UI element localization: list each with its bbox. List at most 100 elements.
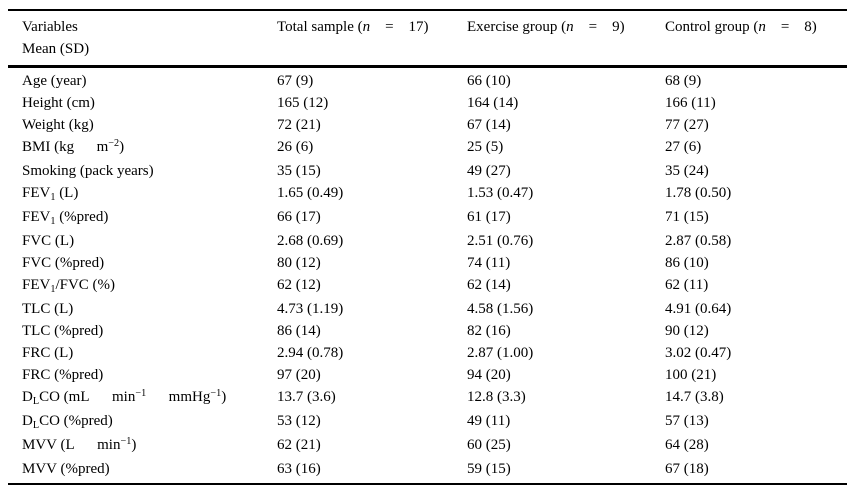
cell-exercise-group: 74 (11)	[467, 255, 511, 271]
table-row: FEV1 (%pred) 66 (17) 61 (17) 71 (15)	[8, 206, 847, 230]
row-label: FRC (%pred)	[22, 367, 104, 383]
cell-total-sample: 13.7 (3.6)	[277, 389, 336, 405]
cell-exercise-group: 61 (17)	[467, 209, 511, 225]
cell-total-sample: 35 (15)	[277, 163, 321, 179]
cell-control-group: 35 (24)	[665, 163, 709, 179]
row-label: FEV1 (%pred)	[22, 209, 109, 228]
cell-total-sample: 26 (6)	[277, 139, 314, 155]
cell-exercise-group: 94 (20)	[467, 367, 511, 383]
cell-total-sample: 63 (16)	[277, 461, 321, 477]
table-row: Smoking (pack years) 35 (15) 49 (27) 35 (24…	[8, 160, 847, 182]
cell-control-group: 86 (10)	[665, 255, 709, 271]
cell-exercise-group: 82 (16)	[467, 323, 511, 339]
row-label: MVV (L min−1)	[22, 436, 137, 453]
header-control-group: Control group (n = 8)	[665, 19, 817, 35]
cell-control-group: 3.02 (0.47)	[665, 345, 732, 361]
cell-exercise-group: 164 (14)	[467, 95, 519, 111]
cell-total-sample: 66 (17)	[277, 209, 321, 225]
table-row: FVC (L) 2.68 (0.69) 2.51 (0.76) 2.87 (0.58)	[8, 230, 847, 252]
table-row: TLC (%pred) 86 (14) 82 (16) 90 (12)	[8, 320, 847, 342]
row-label: Smoking (pack years)	[22, 163, 154, 179]
table-row: Height (cm) 165 (12) 164 (14) 166 (11)	[8, 92, 847, 114]
cell-exercise-group: 25 (5)	[467, 139, 504, 155]
cell-exercise-group: 49 (11)	[467, 413, 511, 429]
cell-total-sample: 2.68 (0.69)	[277, 233, 344, 249]
table-header: Variables Mean (SD) Total sample (n = 17…	[8, 11, 847, 68]
cell-control-group: 27 (6)	[665, 139, 702, 155]
table-row: FRC (%pred) 97 (20) 94 (20) 100 (21)	[8, 364, 847, 386]
cell-exercise-group: 2.51 (0.76)	[467, 233, 534, 249]
row-label: Height (cm)	[22, 95, 95, 111]
cell-control-group: 57 (13)	[665, 413, 709, 429]
row-label: TLC (%pred)	[22, 323, 104, 339]
row-label: DLCO (mL min−1 mmHg−1)	[22, 388, 227, 408]
cell-control-group: 14.7 (3.8)	[665, 389, 724, 405]
cell-control-group: 100 (21)	[665, 367, 717, 383]
row-label: Age (year)	[22, 73, 87, 89]
cell-total-sample: 62 (21)	[277, 437, 321, 453]
row-label: BMI (kg m−2)	[22, 138, 125, 155]
table-row: Weight (kg) 72 (21) 67 (14) 77 (27)	[8, 114, 847, 136]
cell-control-group: 62 (11)	[665, 277, 709, 293]
table-row: DLCO (mL min−1 mmHg−1) 13.7 (3.6) 12.8 (3.…	[8, 386, 847, 410]
row-label: FVC (%pred)	[22, 255, 105, 271]
table-row: FRC (L) 2.94 (0.78) 2.87 (1.00) 3.02 (0.47)	[8, 342, 847, 364]
cell-total-sample: 72 (21)	[277, 117, 321, 133]
cell-control-group: 2.87 (0.58)	[665, 233, 732, 249]
cell-exercise-group: 66 (10)	[467, 73, 511, 89]
cell-control-group: 71 (15)	[665, 209, 709, 225]
table-row: FVC (%pred) 80 (12) 74 (11) 86 (10)	[8, 252, 847, 274]
table-row: Age (year) 67 (9) 66 (10) 68 (9)	[8, 70, 847, 92]
cell-exercise-group: 2.87 (1.00)	[467, 345, 534, 361]
cell-control-group: 77 (27)	[665, 117, 709, 133]
cell-total-sample: 4.73 (1.19)	[277, 301, 344, 317]
table-row: BMI (kg m−2) 26 (6) 25 (5) 27 (6)	[8, 136, 847, 160]
cell-exercise-group: 62 (14)	[467, 277, 511, 293]
cell-total-sample: 2.94 (0.78)	[277, 345, 344, 361]
cell-control-group: 4.91 (0.64)	[665, 301, 732, 317]
row-label: FEV1/FVC (%)	[22, 277, 116, 296]
header-total-sample: Total sample (n = 17)	[277, 19, 429, 35]
table-row: TLC (L) 4.73 (1.19) 4.58 (1.56) 4.91 (0.64)	[8, 298, 847, 320]
table-row: FEV1 (L) 1.65 (0.49) 1.53 (0.47) 1.78 (0.50…	[8, 182, 847, 206]
cell-exercise-group: 60 (25)	[467, 437, 511, 453]
header-exercise-group: Exercise group (n = 9)	[467, 19, 625, 35]
cell-exercise-group: 59 (15)	[467, 461, 511, 477]
cell-exercise-group: 67 (14)	[467, 117, 511, 133]
cell-total-sample: 1.65 (0.49)	[277, 185, 344, 201]
table-row: DLCO (%pred) 53 (12) 49 (11) 57 (13)	[8, 410, 847, 434]
cell-total-sample: 165 (12)	[277, 95, 329, 111]
row-label: TLC (L)	[22, 301, 74, 317]
row-label: DLCO (%pred)	[22, 413, 113, 432]
cell-total-sample: 97 (20)	[277, 367, 321, 383]
cell-exercise-group: 4.58 (1.56)	[467, 301, 534, 317]
cell-exercise-group: 12.8 (3.3)	[467, 389, 526, 405]
cell-exercise-group: 1.53 (0.47)	[467, 185, 534, 201]
row-label: FRC (L)	[22, 345, 74, 361]
cell-control-group: 68 (9)	[665, 73, 702, 89]
header-variables-cell: Variables Mean (SD)	[22, 16, 277, 60]
cell-total-sample: 62 (12)	[277, 277, 321, 293]
cell-total-sample: 67 (9)	[277, 73, 314, 89]
cell-total-sample: 53 (12)	[277, 413, 321, 429]
header-variables-label: Variables	[22, 19, 78, 35]
row-label: MVV (%pred)	[22, 461, 110, 477]
row-label: Weight (kg)	[22, 117, 94, 133]
table-row: MVV (L min−1) 62 (21) 60 (25) 64 (28)	[8, 434, 847, 458]
row-label: FEV1 (L)	[22, 185, 79, 204]
cell-total-sample: 86 (14)	[277, 323, 321, 339]
cell-control-group: 90 (12)	[665, 323, 709, 339]
cell-control-group: 1.78 (0.50)	[665, 185, 732, 201]
header-mean-sd-label: Mean (SD)	[22, 41, 90, 57]
cell-control-group: 166 (11)	[665, 95, 716, 111]
baseline-characteristics-table: Variables Mean (SD) Total sample (n = 17…	[8, 9, 847, 485]
table-row: MVV (%pred) 63 (16) 59 (15) 67 (18)	[8, 458, 847, 480]
cell-exercise-group: 49 (27)	[467, 163, 511, 179]
table-body: Age (year) 67 (9) 66 (10) 68 (9) Height (cm)…	[8, 68, 847, 483]
row-label: FVC (L)	[22, 233, 75, 249]
cell-control-group: 64 (28)	[665, 437, 709, 453]
cell-total-sample: 80 (12)	[277, 255, 321, 271]
cell-control-group: 67 (18)	[665, 461, 709, 477]
table-row: FEV1/FVC (%) 62 (12) 62 (14) 62 (11)	[8, 274, 847, 298]
